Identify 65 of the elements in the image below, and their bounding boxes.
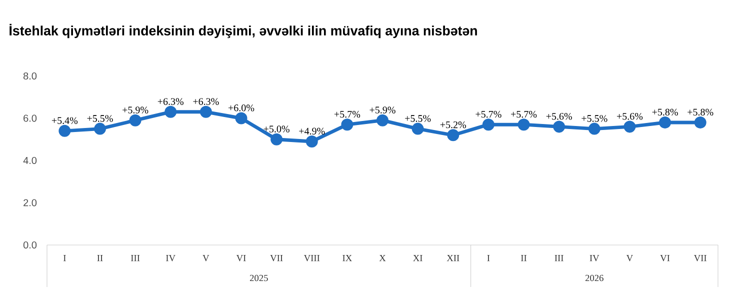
- point: [235, 112, 248, 124]
- data-label: +5.6%: [616, 112, 643, 120]
- x-tick-label: VI: [236, 255, 246, 262]
- x-tick-label: VI: [660, 255, 670, 262]
- point: [553, 120, 566, 133]
- point: [306, 135, 318, 148]
- point: [694, 116, 706, 128]
- point: [659, 116, 672, 128]
- data-label: +5.8%: [688, 108, 714, 116]
- x-tick-label: IV: [590, 255, 600, 262]
- data-label: +5.2%: [440, 121, 466, 128]
- y-tick-label: 8.0: [24, 72, 37, 80]
- text: 2025: [250, 274, 268, 282]
- data-label: +5.7%: [511, 110, 537, 118]
- point: [270, 133, 283, 146]
- x-tick-label: VII: [694, 255, 706, 262]
- x-tick-label: II: [97, 255, 103, 262]
- x-tick-label: III: [554, 255, 564, 262]
- point: [482, 118, 494, 131]
- x-tick-label: I: [487, 255, 490, 262]
- point: [58, 124, 71, 137]
- point: [200, 106, 212, 118]
- x-tick-label: IX: [342, 255, 352, 262]
- point: [588, 122, 600, 135]
- point: [129, 114, 142, 126]
- x-tick-label: V: [626, 255, 633, 262]
- data-label: +5.6%: [546, 112, 572, 120]
- x-tick-label: IV: [166, 255, 176, 262]
- data-label: +5.0%: [264, 126, 290, 132]
- data-label: +6.3%: [158, 98, 184, 105]
- point: [624, 120, 636, 133]
- data-label: +5.9%: [122, 106, 148, 114]
- chart-title: İstehlak qiymətləri indeksinin dəyişimi, əvvəlki ilin müvafiq ayına nisbətən: [10, 24, 477, 38]
- data-label: +5.8%: [652, 108, 678, 116]
- x-tick-label: XI: [413, 255, 422, 262]
- y-tick-label: 2.0: [24, 199, 37, 206]
- x-tick-label: II: [520, 255, 527, 262]
- point: [376, 114, 388, 126]
- point: [412, 122, 424, 135]
- point: [341, 118, 354, 131]
- data-label: +4.9%: [299, 128, 325, 135]
- data-label: +5.9%: [370, 106, 396, 114]
- data-label: +5.5%: [582, 115, 608, 122]
- point: [447, 129, 460, 142]
- data-label: +5.7%: [334, 110, 360, 118]
- data-label: +6.3%: [193, 98, 219, 105]
- data-label: +5.5%: [405, 115, 431, 122]
- data-label: +5.7%: [476, 110, 502, 118]
- x-tick-label: III: [130, 255, 140, 262]
- text: 2026: [585, 274, 604, 282]
- y-tick-label: 0.0: [23, 241, 37, 249]
- data-label: +5.5%: [87, 115, 113, 122]
- x-tick-label: VIII: [304, 255, 320, 262]
- x-tick-label: VII: [270, 255, 283, 262]
- y-tick-label: 4.0: [23, 156, 37, 164]
- x-tick-label: V: [202, 255, 210, 262]
- point: [164, 106, 177, 118]
- x-tick-label: XII: [446, 255, 460, 262]
- data-label: +5.4%: [52, 117, 78, 124]
- point: [518, 118, 530, 131]
- data-label: +6.0%: [228, 104, 254, 112]
- x-tick-label: I: [63, 255, 66, 262]
- point: [94, 122, 106, 135]
- x-tick-label: X: [379, 255, 386, 262]
- y-tick-label: 6.0: [24, 114, 37, 122]
